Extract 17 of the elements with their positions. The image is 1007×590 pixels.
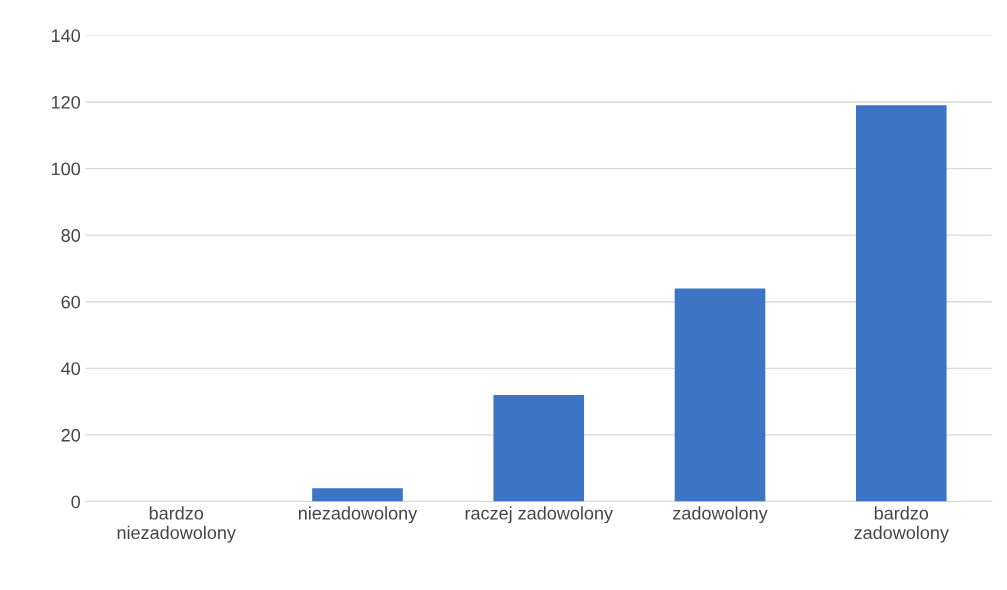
y-tick-label: 120 bbox=[51, 95, 81, 109]
y-tick-label: 80 bbox=[61, 229, 81, 242]
bar bbox=[493, 394, 585, 502]
x-tick-label: niezadowolony bbox=[298, 506, 418, 524]
bar bbox=[855, 105, 947, 502]
y-tick-label: 60 bbox=[61, 295, 81, 309]
bar bbox=[312, 488, 403, 502]
y-tick-label: 100 bbox=[51, 162, 81, 176]
y-tick-label: 140 bbox=[51, 29, 81, 43]
y-tick-label: 20 bbox=[61, 428, 81, 442]
x-tick-label: bardzo niezadowolony bbox=[117, 506, 236, 543]
x-tick-label: raczej zadowolony bbox=[465, 506, 613, 524]
bar bbox=[674, 288, 766, 502]
x-tick-label: zadowolony bbox=[673, 506, 768, 524]
x-tick-label: bardzo zadowolony bbox=[854, 506, 949, 543]
y-tick-label: 40 bbox=[61, 362, 81, 376]
y-tick-label: 0 bbox=[71, 495, 81, 509]
